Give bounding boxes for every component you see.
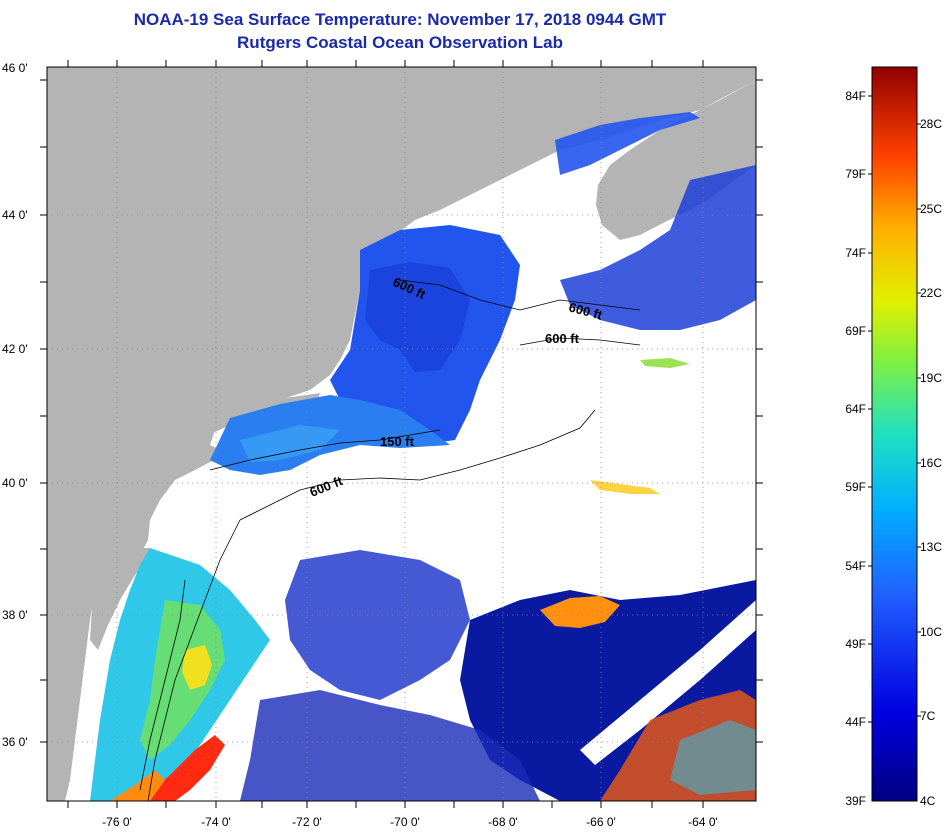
colorbar-f-label: 74F	[845, 246, 866, 260]
sst-bay-of-fundy	[555, 112, 700, 175]
lat-label: 38 0'	[2, 608, 28, 622]
colorbar-f-label: 49F	[845, 637, 866, 651]
sst-shelf-green	[140, 600, 225, 760]
colorbar-ticks	[868, 95, 921, 723]
colorbar-c-label: 19C	[920, 371, 942, 385]
sst-cloud-diagonal	[580, 600, 756, 765]
frame-ticks	[40, 60, 763, 808]
colorbar-f-label: 39F	[845, 794, 866, 808]
lon-label: -64 0'	[688, 815, 718, 829]
map-subtitle: Rutgers Coastal Ocean Observation Lab	[237, 33, 563, 52]
colorbar-f-label: 54F	[845, 559, 866, 573]
lon-label: -68 0'	[488, 815, 518, 829]
colorbar-f-label: 79F	[845, 167, 866, 181]
contour-label: 600 ft	[545, 331, 580, 346]
graticule	[47, 67, 756, 801]
sst-shelf-yellow	[182, 645, 212, 690]
sst-scotian-shelf	[560, 165, 756, 330]
sst-warm-eddy	[540, 596, 620, 628]
lat-label: 36 0'	[2, 735, 28, 749]
map-frame	[46, 66, 757, 802]
land-us-northeast	[47, 67, 756, 801]
lat-label: 42 0'	[2, 342, 28, 356]
colorbar-c-label: 7C	[920, 709, 936, 723]
sst-south-mixed	[670, 720, 756, 795]
lon-label: -74 0'	[201, 815, 231, 829]
colorbar-c-label: 4C	[920, 794, 936, 808]
sst-green-streak	[640, 358, 690, 368]
land-nova-scotia	[596, 80, 756, 240]
contour-600ft-north	[399, 279, 641, 311]
sst-cape-cod-band	[240, 425, 340, 462]
colorbar-f-label: 64F	[845, 402, 866, 416]
lon-label: -76 0'	[102, 815, 132, 829]
colorbar-c-label: 10C	[920, 625, 942, 639]
sst-offshore-lower	[240, 690, 540, 801]
colorbar	[871, 66, 918, 802]
contour-150ft	[209, 429, 441, 471]
lon-label: -70 0'	[390, 815, 420, 829]
lat-label: 46 0'	[2, 61, 28, 75]
contour-label: 150 ft	[380, 434, 415, 449]
colorbar-c-label: 25C	[920, 202, 942, 216]
land-delmarva	[90, 548, 150, 650]
sst-warm-band	[590, 480, 660, 494]
colorbar-f-label: 44F	[845, 715, 866, 729]
lat-label: 40 0'	[2, 476, 28, 490]
colorbar-f-label: 84F	[845, 89, 866, 103]
sst-gulf-stream-orange	[110, 770, 165, 801]
map-title: NOAA-19 Sea Surface Temperature: Novembe…	[133, 10, 667, 29]
colorbar-f-label: 59F	[845, 480, 866, 494]
colorbar-c-label: 16C	[920, 456, 942, 470]
lat-label: 44 0'	[2, 208, 28, 222]
contour-inner-south	[139, 579, 186, 791]
colorbar-f-label: 69F	[845, 324, 866, 338]
sst-gulf-of-maine-deep	[365, 262, 470, 372]
lon-label: -66 0'	[586, 815, 616, 829]
colorbar-c-label: 13C	[920, 540, 942, 554]
colorbar-c-label: 22C	[920, 286, 942, 300]
sst-offshore-blue	[285, 550, 470, 700]
contour-600ft-south	[147, 519, 241, 801]
contour-600ft-shelf	[239, 409, 596, 521]
colorbar-c-label: 28C	[920, 117, 942, 131]
contour-600ft-mid	[519, 337, 641, 346]
lon-label: -72 0'	[292, 815, 322, 829]
